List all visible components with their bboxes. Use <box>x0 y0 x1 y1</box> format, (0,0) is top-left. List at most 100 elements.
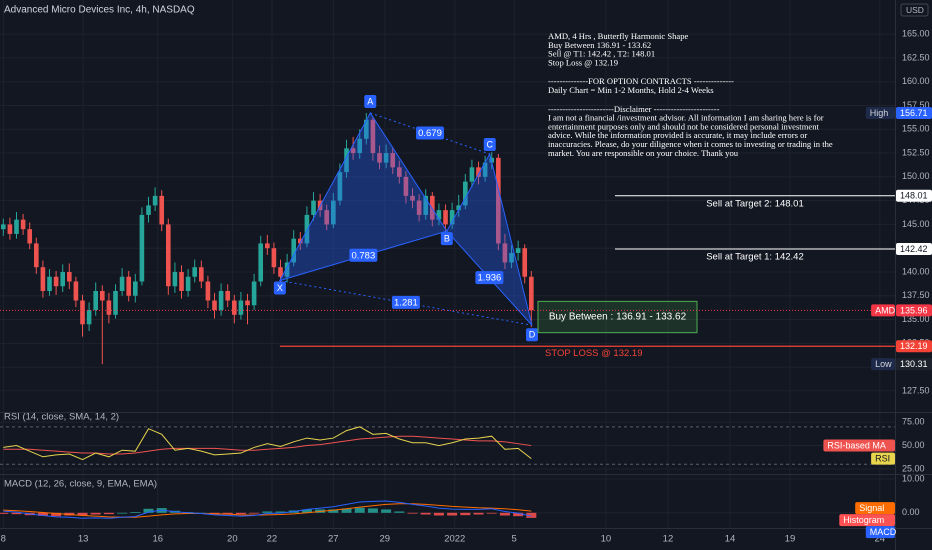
candle-body <box>205 281 211 301</box>
currency-box <box>900 3 929 17</box>
point-box <box>525 328 538 342</box>
legend-tag <box>865 526 895 539</box>
indicator-line <box>3 435 532 455</box>
candle-body <box>99 290 105 301</box>
candle-body <box>403 176 409 196</box>
point-label: A <box>367 96 373 106</box>
point-label: X <box>277 283 283 293</box>
note-line: entertainment purposes only and should n… <box>548 121 819 131</box>
x-tick-label: 5 <box>512 534 517 545</box>
histogram-bar <box>90 512 101 515</box>
candle-body <box>14 219 19 234</box>
candle-body <box>60 271 66 287</box>
candle-body <box>410 195 415 201</box>
point-box <box>364 95 377 109</box>
candle-body <box>139 214 145 282</box>
x-tick-label: 8 <box>1 534 6 545</box>
candle-body <box>192 267 198 277</box>
candle-body <box>126 276 132 296</box>
candle-body <box>463 181 468 206</box>
x-tick-label: 24 <box>875 534 886 545</box>
candle-body <box>106 300 112 315</box>
candle-body <box>502 243 508 263</box>
candle-body <box>390 153 396 168</box>
point-box <box>273 281 286 295</box>
price-tag <box>896 358 932 371</box>
candle-body <box>298 238 303 244</box>
price-tag-label: 132.19 <box>900 341 928 351</box>
legend-tag <box>865 107 895 120</box>
candle-body <box>449 210 455 225</box>
y-tick-label: 160.00 <box>902 76 930 86</box>
histogram-bar <box>275 511 286 513</box>
price-tag <box>896 107 932 120</box>
candle-body <box>40 267 46 291</box>
histogram-bar <box>262 511 273 513</box>
y-tick-label: 157.50 <box>902 100 930 110</box>
candle-body <box>291 238 297 263</box>
candle-body <box>86 310 92 325</box>
histogram-bar <box>103 512 114 515</box>
candle-body <box>383 153 389 163</box>
candle-body <box>232 300 237 315</box>
legend-label: Histogram <box>843 515 884 525</box>
point-box <box>440 232 453 246</box>
note-line: --------------FOR OPTION CONTRACTS -----… <box>548 76 734 86</box>
price-tag-label: 130.31 <box>900 359 928 369</box>
candle-body <box>179 271 184 291</box>
histogram-bar <box>209 512 220 514</box>
candle-body <box>423 195 429 215</box>
histogram-bar <box>37 512 48 516</box>
histogram-bar <box>130 512 141 513</box>
candle-body <box>66 271 72 282</box>
point-label: D <box>529 330 536 340</box>
price-tag <box>896 242 932 255</box>
candle-body <box>80 300 85 325</box>
macd-pane <box>0 475 895 528</box>
candle-body <box>93 290 99 311</box>
overlay: 127.50130.00132.50135.00137.50140.00142.… <box>1 3 932 545</box>
buy-zone-label: Buy Between : 136.91 - 133.62 <box>549 312 687 323</box>
price-tag-label: 135.96 <box>900 305 928 315</box>
histogram-bar <box>447 512 458 516</box>
note-line: -----------------------Disclaimer ------… <box>548 104 720 114</box>
legend-tag <box>823 439 895 452</box>
candle-body <box>271 248 277 268</box>
legend-tag <box>871 304 895 317</box>
note-line: I am not a financial /investment advisor… <box>548 113 824 123</box>
indicator-line <box>3 500 532 519</box>
candle-body <box>27 229 33 244</box>
buy-zone <box>537 300 698 334</box>
price-tag <box>896 189 932 202</box>
candle-body <box>337 172 343 201</box>
stop-loss-label: STOP LOSS @ 132.19 <box>545 348 643 359</box>
candle-body <box>73 281 79 301</box>
candle-body <box>20 219 26 230</box>
candle-body <box>324 210 330 225</box>
histogram-bar <box>143 508 154 513</box>
candle-body <box>212 300 217 311</box>
candle-body <box>350 148 356 154</box>
legend-label: MACD <box>870 527 897 537</box>
legend-label: Signal <box>859 503 884 513</box>
candle-body <box>132 281 138 296</box>
candle-body <box>482 162 488 177</box>
y-tick-label: 127.50 <box>902 385 930 395</box>
candle-body <box>278 267 283 277</box>
y-tick-label: 152.50 <box>902 147 930 157</box>
histogram-bar <box>499 512 510 516</box>
legend-label: AMD <box>875 305 896 315</box>
x-tick-label: 12 <box>663 534 674 545</box>
legend-tag <box>871 452 895 465</box>
candle-body <box>258 243 264 282</box>
point-label: C <box>486 139 493 149</box>
histogram-bar <box>381 509 392 513</box>
candle-body <box>245 300 250 306</box>
pane-title: RSI (14, close, SMA, 14, 2) <box>4 412 119 423</box>
histogram-bar <box>328 509 339 513</box>
candle-body <box>47 276 52 291</box>
candle-body <box>416 200 422 215</box>
note-line: market. You are responsible on your choi… <box>548 148 739 158</box>
candle-body <box>304 214 310 244</box>
y-tick-label: 162.50 <box>902 52 930 62</box>
